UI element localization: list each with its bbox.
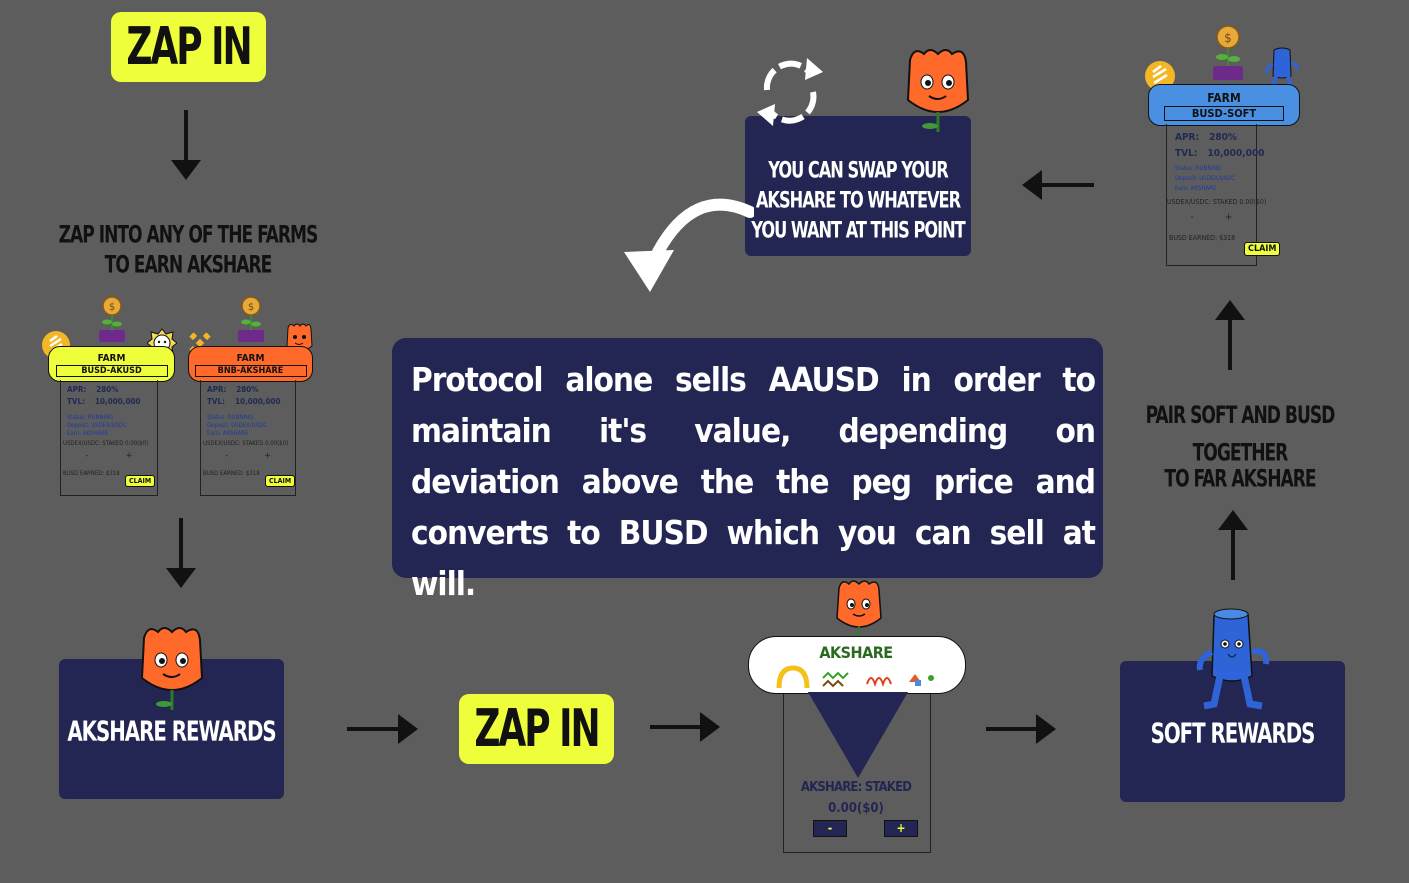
arrow-right-2 [650,725,706,729]
farm-plus-button[interactable]: + [1224,212,1233,223]
busd-coin-icon [1145,61,1175,91]
farm-plus-button[interactable]: + [264,451,271,461]
arrowhead-right-2 [700,712,720,742]
akshare-mascot-icon [906,49,970,132]
arrow-up-2 [1228,312,1232,370]
caption-zap-into-farms: ZAP INTO ANY OF THE FARMS TO EARN AKSHAR… [58,221,319,279]
stake-staked-label: AKSHARE: STAKED [800,780,912,795]
farm-body: APR: 280% TVL: 10,000,000 Status: RUNNING … [60,380,158,496]
stake-minus-button[interactable]: - [813,820,847,837]
swap-info-text: YOU CAN SWAP YOUR AKSHARE TO WHATEVER YO… [751,157,965,244]
down-triangle-icon [808,692,908,778]
svg-text:$: $ [1224,31,1232,45]
protocol-info-text: Protocol alone sells AAUSD in order to m… [411,360,1096,603]
akshare-mascot-icon [286,323,313,352]
arrow-down-2 [179,518,183,574]
claim-button[interactable]: CLAIM [125,475,156,487]
farm-header: FARM BNB-AKSHARE [188,346,313,382]
arrow-down-1 [184,110,188,166]
claim-button[interactable]: CLAIM [265,475,296,487]
arrowhead-up-1 [1218,510,1248,530]
farm-pair-name: BNB-AKSHARE [194,365,307,377]
arrowhead-up-2 [1215,300,1245,320]
soft-rewards-title: SOFT REWARDS [1150,718,1316,751]
arrowhead-left-1 [1022,170,1042,200]
arrow-up-1 [1231,522,1235,580]
arrowhead-right-3 [1036,714,1056,744]
farm-pair-name: BUSD-SOFT [1164,106,1284,121]
farm-label: FARM [1207,91,1241,105]
akshare-mascot-icon [836,580,882,640]
stake-staked-value: 0.00($0) [828,801,884,816]
swap-refresh-icon [757,58,823,126]
claim-button[interactable]: CLAIM [1244,242,1281,256]
arrow-left-1 [1038,183,1094,187]
money-plant-icon: $ [238,296,264,342]
arrowhead-down-1 [171,160,201,180]
farm-label: FARM [236,353,265,364]
farm-minus-button[interactable]: - [85,451,89,461]
money-plant-icon: $ [99,296,125,342]
stake-plus-button[interactable]: + [884,820,918,837]
farm-minus-button[interactable]: - [1190,212,1194,223]
farm-body: APR: 280% TVL: 10,000,000 Status: RUNNING … [200,380,296,496]
soft-rewards-box [1120,661,1345,802]
farm-body: APR: 280% TVL: 10,000,000 Status: RUNNING … [1166,124,1266,266]
stake-card-body [783,676,931,853]
svg-text:$: $ [109,302,115,313]
farm-header: FARM BUSD-AKUSD [48,346,175,382]
decorative-shapes-icon [776,665,934,689]
farm-pair-name: BUSD-AKUSD [55,365,168,377]
protocol-info-box [392,338,1103,578]
farm-label: FARM [97,353,126,364]
soft-mascot-icon [1265,47,1299,89]
arrow-right-1 [347,727,403,731]
arrowhead-right-1 [398,714,418,744]
caption-pair-soft-busd: PAIR SOFT AND BUSD TOGETHER TO FAR AKSHA… [1145,401,1336,493]
zap-in-label-middle: ZAP IN [459,694,614,764]
akshare-mascot-icon [140,627,204,710]
farm-header: FARM BUSD-SOFT [1148,84,1300,126]
farm-plus-button[interactable]: + [125,451,133,461]
akshare-rewards-title: AKSHARE REWARDS [67,716,276,749]
stake-card-title: AKSHARE [819,643,893,662]
farm-minus-button[interactable]: - [225,451,228,461]
swap-info-box [745,116,971,256]
zap-in-label-top: ZAP IN [111,12,266,82]
soft-mascot-icon [1196,608,1270,710]
money-plant-icon: $ [1213,25,1243,80]
arrow-right-3 [986,727,1042,731]
arrowhead-down-2 [166,568,196,588]
svg-text:$: $ [248,302,254,313]
curved-arrow-icon [624,198,754,292]
